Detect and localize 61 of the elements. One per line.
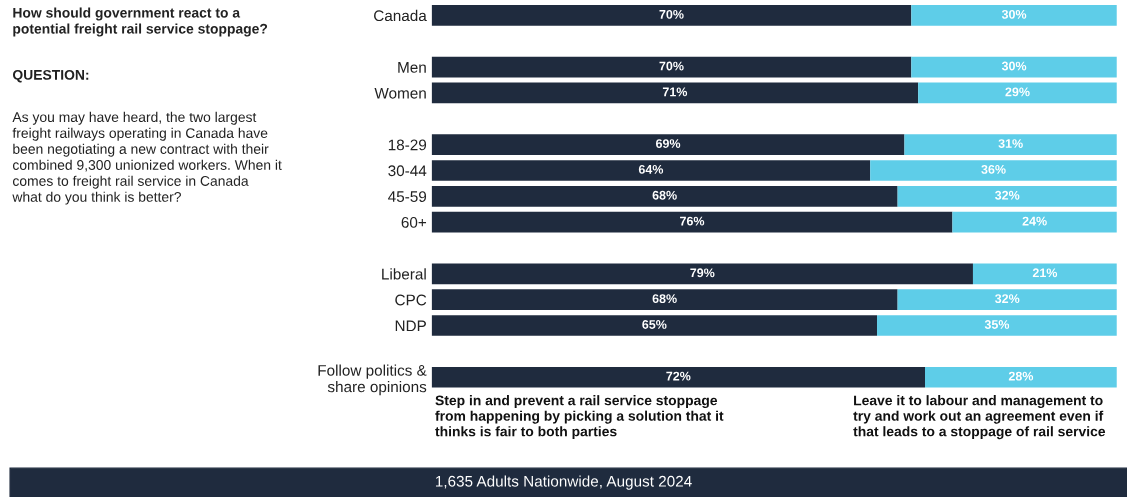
y-tick-label: 45-59 xyxy=(388,191,427,202)
text: 1,635 Adults Nationwide, August 2024 xyxy=(435,475,692,490)
bar xyxy=(431,82,919,104)
bar xyxy=(911,5,1117,26)
data-label: 32% xyxy=(995,294,1020,304)
data-label: 64% xyxy=(638,164,664,174)
series-label: Leave it to labour and management to try and work out an agreement even if that leads to a stoppage of rail service xyxy=(853,395,1106,440)
text: How should government react to a potential freight rail service stoppage? xyxy=(13,7,268,37)
bar xyxy=(972,263,1117,285)
data-label: 35% xyxy=(984,320,1010,329)
bar xyxy=(431,185,898,207)
bar xyxy=(431,211,953,233)
bar xyxy=(877,315,1117,336)
data-label: 72% xyxy=(666,371,691,381)
y-tick-label: 30-44 xyxy=(388,165,427,177)
data-label: 30% xyxy=(1001,9,1027,19)
bar xyxy=(897,289,1117,311)
series-label: Step in and prevent a rail service stoppage from happening by picking a solution that it thinks is fair to both parties xyxy=(435,395,724,440)
bar xyxy=(918,82,1117,104)
data-label: 32% xyxy=(995,190,1020,200)
data-label: 70% xyxy=(659,61,684,71)
bar xyxy=(952,211,1117,233)
y-tick-label: 60+ xyxy=(401,217,427,228)
bar xyxy=(431,366,925,388)
bar xyxy=(904,134,1117,155)
data-label: 21% xyxy=(1032,268,1058,278)
bar xyxy=(925,366,1117,388)
data-label: 76% xyxy=(680,216,705,226)
bar xyxy=(431,5,912,26)
bar xyxy=(870,160,1117,181)
bar xyxy=(431,56,912,78)
data-label: 24% xyxy=(1022,216,1047,226)
y-tick-label: Men xyxy=(398,62,426,73)
data-label: 30% xyxy=(1001,61,1027,71)
y-tick-label: CPC xyxy=(395,294,427,306)
data-label: 65% xyxy=(642,320,667,329)
data-label: 68% xyxy=(652,190,677,200)
y-tick-label: NDP xyxy=(395,320,426,332)
y-tick-label: Follow politics & share opinions xyxy=(318,364,427,396)
y-tick-label: 18-29 xyxy=(388,139,427,151)
data-label: 36% xyxy=(981,164,1006,174)
bar xyxy=(431,134,905,155)
bar xyxy=(431,160,871,181)
y-tick-label: Women xyxy=(374,87,426,99)
bar xyxy=(897,185,1117,207)
bar xyxy=(431,289,898,311)
y-tick-label: Canada xyxy=(374,9,427,22)
y-tick-label: Liberal xyxy=(382,268,426,280)
data-label: 28% xyxy=(1008,371,1034,381)
data-label: 71% xyxy=(662,87,688,97)
bar xyxy=(431,263,973,285)
data-label: 31% xyxy=(998,139,1023,148)
data-label: 29% xyxy=(1005,87,1030,97)
text: As you may have heard, the two largest freight railways operating in Canada have been negotiating a new contract with their combined 9,300 unionized workers. When it comes to freight rail service in Canada what do you think is better? xyxy=(12,111,282,205)
bar xyxy=(911,56,1117,78)
data-label: 79% xyxy=(690,268,715,278)
data-label: 68% xyxy=(652,294,677,304)
bar xyxy=(431,315,878,336)
data-label: 70% xyxy=(659,9,684,19)
data-label: 69% xyxy=(655,139,681,148)
text: QUESTION: xyxy=(12,69,89,83)
